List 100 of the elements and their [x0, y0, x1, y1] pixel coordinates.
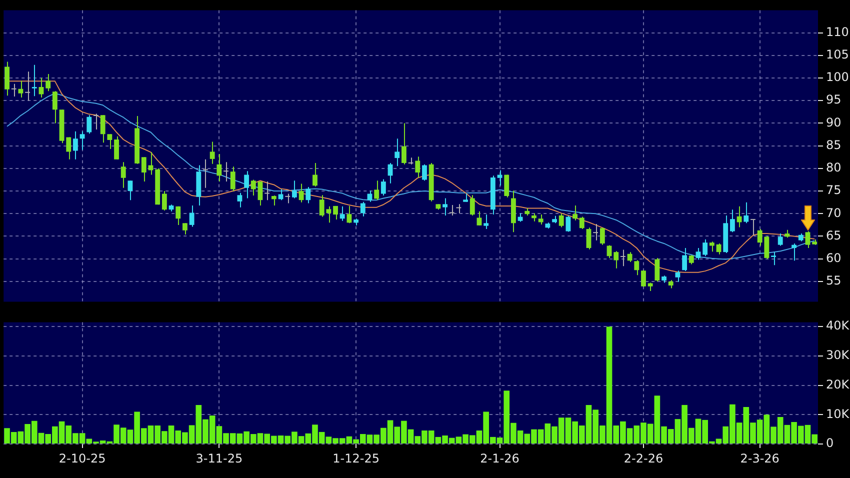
- candlestick: [709, 241, 714, 252]
- candlestick: [107, 134, 112, 150]
- candlestick: [203, 158, 208, 188]
- candlestick: [688, 254, 694, 265]
- candlestick: [449, 204, 454, 216]
- y-tick-label: 10K: [826, 406, 850, 421]
- candlestick: [230, 166, 236, 192]
- candlestick: [504, 174, 510, 198]
- candlestick: [696, 248, 701, 260]
- candlestick: [627, 252, 632, 263]
- candlestick: [312, 162, 318, 188]
- candlestick: [306, 186, 311, 204]
- candlestick: [86, 114, 92, 134]
- y-tick-label: 100: [826, 70, 849, 84]
- candlestick: [25, 71, 30, 102]
- candlestick: [285, 193, 290, 204]
- candlestick: [750, 218, 756, 236]
- candlestick: [380, 178, 386, 196]
- candlestick: [94, 113, 98, 130]
- y-tick-label: 95: [826, 92, 842, 107]
- x-tick-label: 2-2-26: [624, 451, 664, 466]
- candlestick: [258, 181, 263, 206]
- candlestick: [66, 136, 72, 160]
- candlestick: [38, 78, 44, 98]
- candlestick: [586, 227, 592, 250]
- candlestick: [100, 114, 106, 144]
- y-tick-label: 80: [826, 160, 842, 175]
- candlestick: [176, 206, 181, 226]
- candlestick: [264, 181, 270, 201]
- candlestick: [4, 61, 10, 96]
- candlestick: [120, 162, 126, 188]
- candlestick: [634, 260, 640, 276]
- candlestick: [278, 188, 284, 201]
- candlestick: [80, 130, 85, 150]
- y-tick-label: 85: [826, 138, 842, 152]
- y-tick-label: 55: [826, 274, 842, 288]
- candlestick: [401, 122, 406, 165]
- candlestick: [128, 180, 133, 201]
- y-tick-label: 105: [826, 48, 849, 62]
- candlestick: [360, 201, 366, 217]
- candlestick: [600, 227, 605, 246]
- candlestick: [216, 153, 222, 182]
- candlestick: [442, 198, 448, 216]
- candlestick: [702, 238, 708, 257]
- candlestick: [792, 242, 797, 262]
- candlestick: [558, 213, 564, 228]
- candlestick: [593, 224, 598, 241]
- y-tick-label: 60: [826, 250, 842, 265]
- candlestick: [538, 214, 544, 225]
- candlestick: [654, 257, 660, 282]
- candlestick: [141, 156, 146, 182]
- candlestick: [394, 138, 400, 167]
- candlestick: [250, 179, 256, 196]
- candlestick: [470, 194, 475, 216]
- candlestick: [614, 250, 619, 269]
- candlestick: [271, 195, 276, 206]
- y-tick-label: 30K: [826, 348, 850, 362]
- candlestick: [210, 141, 215, 164]
- candlestick: [730, 209, 735, 233]
- candlestick: [244, 170, 250, 199]
- candlestick: [579, 216, 584, 230]
- candlestick: [162, 190, 167, 211]
- candlestick: [72, 130, 78, 160]
- candlestick: [456, 204, 462, 214]
- candlestick: [346, 205, 352, 224]
- x-tick-label: 2-10-25: [58, 451, 106, 466]
- y-tick-label: 40K: [826, 318, 850, 333]
- x-tick-label: 1-12-25: [332, 451, 380, 466]
- candlestick: [641, 270, 646, 288]
- y-tick-label: 70: [826, 206, 842, 220]
- y-tick-label: 90: [826, 115, 842, 130]
- candlestick: [566, 215, 571, 232]
- candlestick: [182, 222, 188, 235]
- candlestick: [675, 270, 680, 282]
- candlestick: [46, 73, 51, 92]
- candlestick: [422, 164, 427, 182]
- candlestick: [237, 192, 242, 208]
- candlestick: [292, 180, 297, 199]
- candlestick: [415, 156, 420, 178]
- candlestick: [778, 233, 783, 246]
- candlestick: [333, 205, 338, 220]
- y-tick-label: 110: [826, 24, 849, 39]
- x-tick-label: 2-3-26: [740, 451, 780, 466]
- candlestick: [476, 210, 482, 226]
- candlestick: [771, 252, 776, 266]
- y-tick-label: 65: [826, 228, 842, 242]
- candlestick: [805, 230, 810, 248]
- candlestick: [298, 183, 304, 203]
- candlestick: [682, 248, 688, 272]
- candlestick: [736, 206, 742, 228]
- candlestick: [620, 249, 626, 267]
- x-tick-label: 2-1-26: [480, 451, 520, 466]
- candlestick: [52, 90, 58, 124]
- candlestick: [572, 205, 578, 221]
- candlestick: [32, 64, 37, 97]
- candlestick: [340, 206, 345, 222]
- candlestick: [744, 202, 749, 224]
- candlestick: [224, 162, 228, 182]
- candlestick: [484, 214, 489, 230]
- candlestick: [374, 180, 380, 201]
